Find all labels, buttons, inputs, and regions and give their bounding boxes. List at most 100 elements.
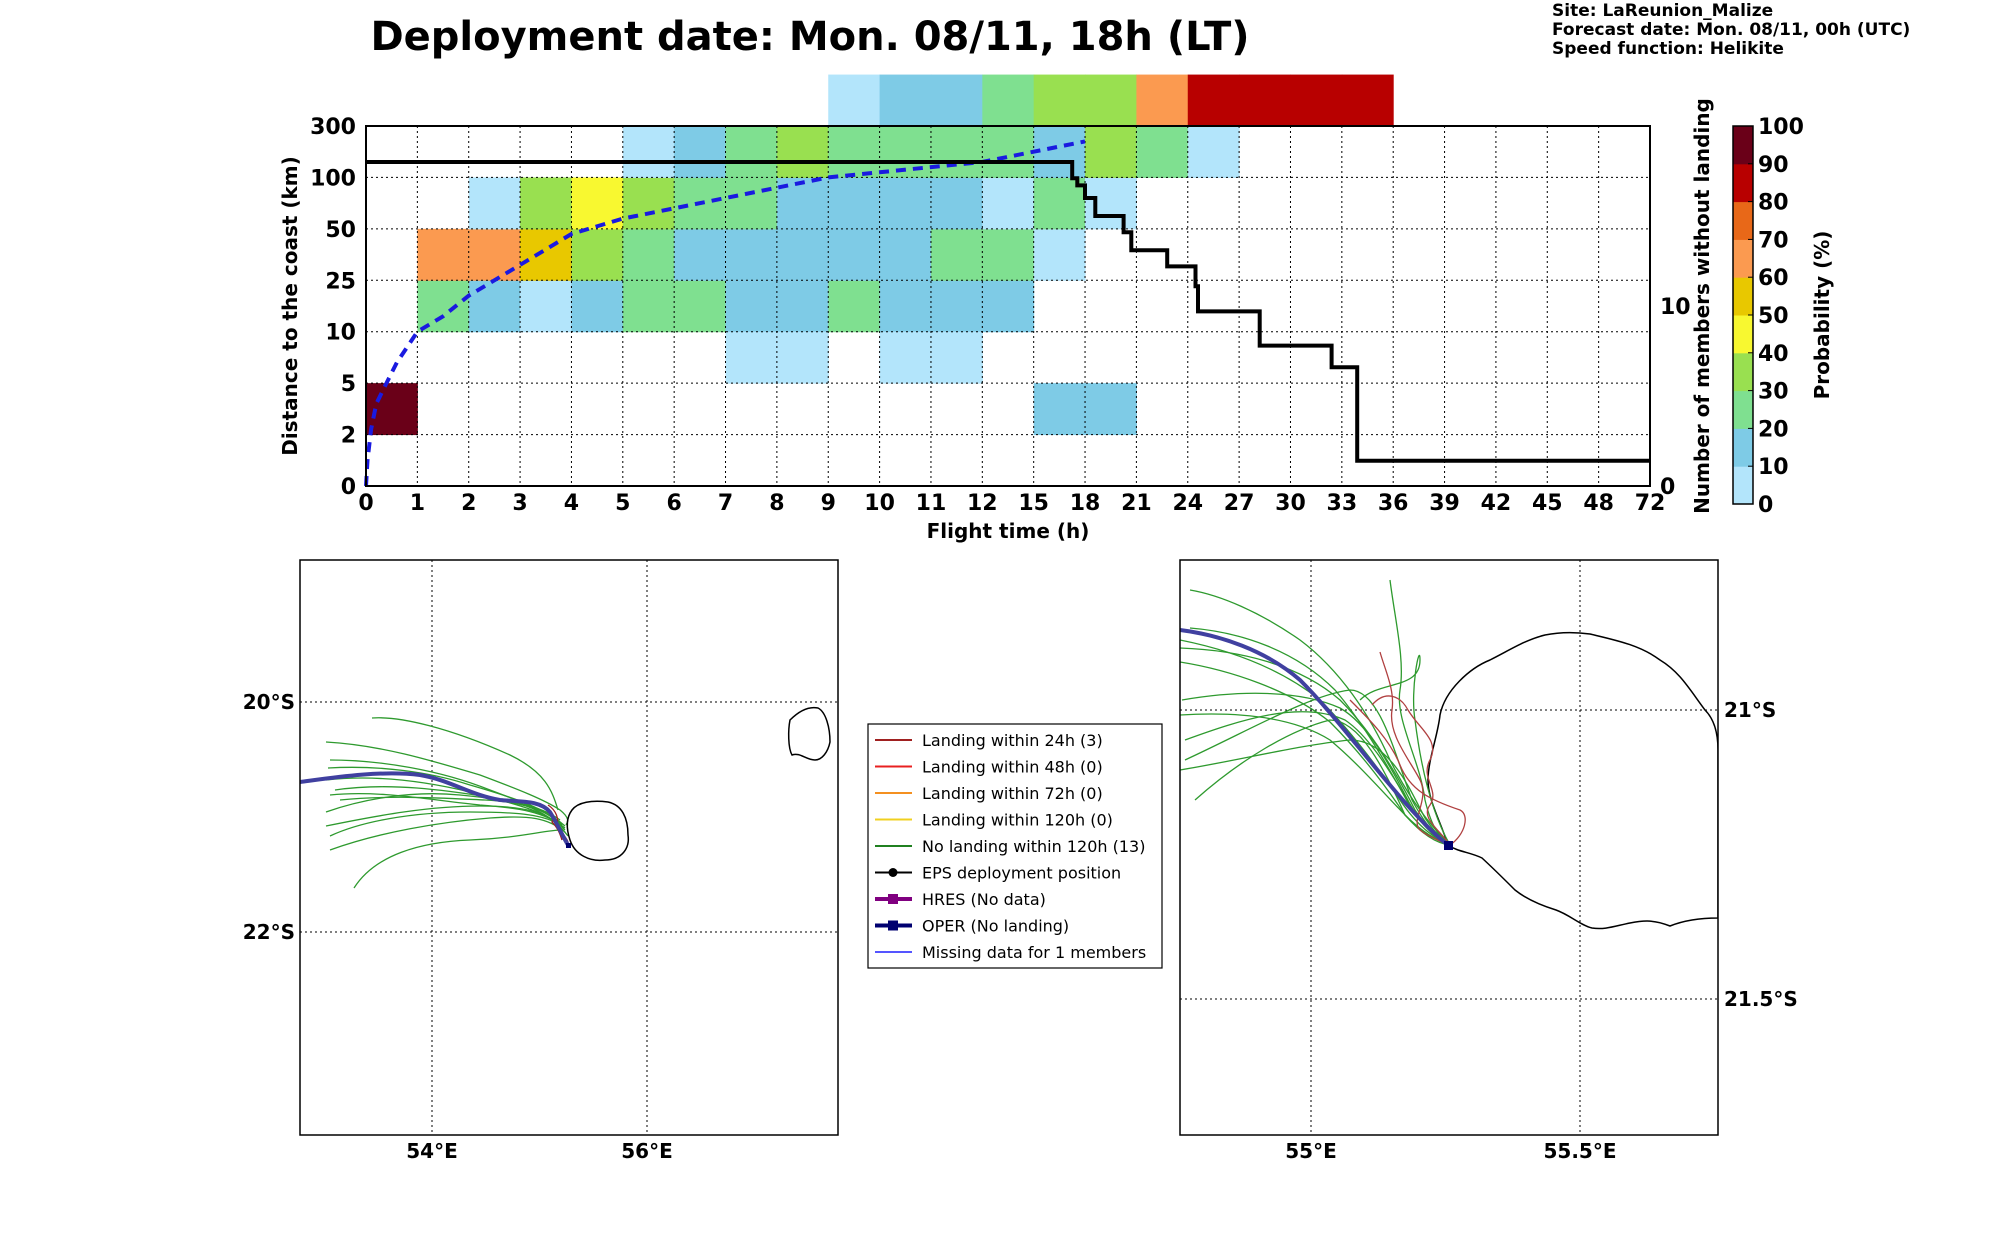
heatmap-cell bbox=[571, 228, 624, 281]
overview-map-frame bbox=[299, 559, 839, 1136]
heatmap-cell bbox=[622, 280, 675, 333]
heatmap-cell bbox=[674, 228, 727, 281]
x-tick-label: 33 bbox=[1327, 491, 1358, 516]
legend-frame bbox=[867, 723, 1163, 969]
heatmap-cell bbox=[1085, 383, 1137, 436]
heatmap-cell bbox=[828, 228, 881, 281]
colorbar-label: Probability (%) bbox=[1810, 231, 1834, 400]
heatmap-cell bbox=[1136, 126, 1189, 178]
y-tick-label: 5 bbox=[341, 372, 356, 397]
zoom-map: 55°E 55.5°E 21°S 21.5°S bbox=[1179, 559, 1798, 1163]
map1-lat-tick-22: 22°S bbox=[243, 920, 295, 944]
page-title: Deployment date: Mon. 08/11, 18h (LT) bbox=[370, 14, 1250, 60]
forecast-date-label: Forecast date: Mon. 08/11, 00h (UTC) bbox=[1552, 20, 1911, 40]
heatmap-cell bbox=[674, 280, 727, 333]
heatmap-cell bbox=[930, 280, 983, 333]
heatmap-cell bbox=[982, 177, 1035, 230]
heatmap-cell bbox=[982, 74, 1035, 127]
heatmap-cell bbox=[1341, 74, 1394, 127]
heatmap-cell bbox=[622, 177, 675, 230]
y2-tick-label: 10 bbox=[1660, 295, 1691, 320]
colorbar-tick-label: 20 bbox=[1758, 417, 1789, 442]
colorbar-tick-label: 90 bbox=[1758, 153, 1789, 178]
colorbar-swatch bbox=[1733, 466, 1753, 505]
oper-trajectory bbox=[300, 771, 570, 847]
oper-marker bbox=[566, 843, 571, 848]
heatmap-cell bbox=[1033, 383, 1086, 436]
y-tick-label: 0 bbox=[341, 475, 356, 500]
y2-tick-label: 0 bbox=[1660, 475, 1675, 500]
heatmap-cell bbox=[1085, 177, 1137, 230]
heatmap-cell bbox=[725, 280, 778, 333]
y-tick-label: 10 bbox=[325, 321, 356, 346]
colorbar-swatch bbox=[1733, 315, 1753, 354]
y-tick-label: 25 bbox=[325, 269, 356, 294]
mean-distance-line bbox=[364, 139, 1086, 487]
heatmap-cell bbox=[930, 177, 983, 230]
legend-marker-square bbox=[888, 894, 898, 904]
colorbar-tick-label: 60 bbox=[1758, 266, 1789, 291]
legend-label: Landing within 24h (3) bbox=[922, 731, 1103, 750]
probability-colorbar: 0 10 20 30 40 50 60 70 80 90 100 Probability (%) bbox=[1732, 115, 1834, 518]
colorbar-tick-label: 100 bbox=[1758, 115, 1804, 140]
x-tick-label: 2 bbox=[461, 491, 476, 516]
heatmap-cell bbox=[1239, 74, 1291, 127]
map1-lat-tick-20: 20°S bbox=[243, 690, 295, 714]
colorbar-swatch bbox=[1733, 239, 1753, 278]
heatmap-cell bbox=[1033, 74, 1086, 127]
y-tick-label: 100 bbox=[310, 166, 356, 191]
heatmap-cell bbox=[930, 74, 983, 127]
heatmap-cell bbox=[828, 177, 881, 230]
heatmap-cell bbox=[417, 280, 470, 333]
legend-label: No landing within 120h (13) bbox=[922, 837, 1145, 856]
legend-marker-square bbox=[888, 920, 898, 931]
heatmap-cell bbox=[468, 177, 521, 230]
x-tick-label: 42 bbox=[1481, 491, 1512, 516]
heatmap-cell bbox=[982, 280, 1035, 333]
heatmap-grid bbox=[366, 126, 1650, 486]
heatmap-cell bbox=[879, 228, 932, 281]
x-axis-label: Flight time (h) bbox=[927, 519, 1090, 543]
colorbar-swatch bbox=[1733, 163, 1753, 203]
legend-label: OPER (No landing) bbox=[922, 917, 1069, 936]
heatmap-cell bbox=[520, 280, 572, 333]
y-tick-label: 50 bbox=[325, 218, 356, 243]
reunion-coast-large bbox=[1427, 631, 1718, 930]
legend-label: HRES (No data) bbox=[922, 890, 1046, 909]
map1-lon-tick-54: 54°E bbox=[406, 1139, 458, 1163]
trajectory-legend: Landing within 24h (3) Landing within 48h… bbox=[867, 723, 1163, 969]
heatmap-cell bbox=[468, 280, 521, 333]
x-tick-label: 7 bbox=[718, 491, 733, 516]
zoom-trajectories-landing-24h bbox=[1349, 651, 1466, 846]
colorbar-swatch bbox=[1733, 352, 1753, 392]
x-tick-label: 30 bbox=[1275, 491, 1306, 516]
heatmap-cell bbox=[879, 74, 932, 127]
heatmap-cell bbox=[1033, 126, 1086, 178]
heatmap-cell bbox=[520, 177, 572, 230]
legend-label: Landing within 72h (0) bbox=[922, 784, 1103, 803]
heatmap-cell bbox=[982, 126, 1035, 178]
heatmap-cell bbox=[725, 126, 778, 178]
site-label: Site: LaReunion_Malize bbox=[1552, 1, 1774, 21]
x-tick-label: 12 bbox=[967, 491, 998, 516]
heatmap-lines bbox=[364, 139, 1650, 487]
x-tick-label: 3 bbox=[512, 491, 527, 516]
x-tick-label: 21 bbox=[1121, 491, 1152, 516]
zoom-map-frame bbox=[1179, 559, 1719, 1136]
heatmap-cell bbox=[725, 177, 778, 230]
heatmap-cell bbox=[828, 74, 881, 127]
x-tick-label: 11 bbox=[916, 491, 947, 516]
heatmap-cell bbox=[776, 280, 829, 333]
x-tick-label: 0 bbox=[358, 491, 373, 516]
heatmap-cell bbox=[776, 126, 829, 178]
heatmap-cell bbox=[930, 228, 983, 281]
x-tick-label: 45 bbox=[1532, 491, 1563, 516]
colorbar-swatch bbox=[1733, 277, 1753, 316]
x-tick-label: 24 bbox=[1172, 491, 1203, 516]
map-gridlines bbox=[300, 560, 838, 1135]
legend-label: Missing data for 1 members bbox=[922, 943, 1146, 962]
colorbar-swatch bbox=[1733, 126, 1753, 165]
x-tick-label: 9 bbox=[821, 491, 836, 516]
colorbar-cells bbox=[1733, 126, 1753, 505]
